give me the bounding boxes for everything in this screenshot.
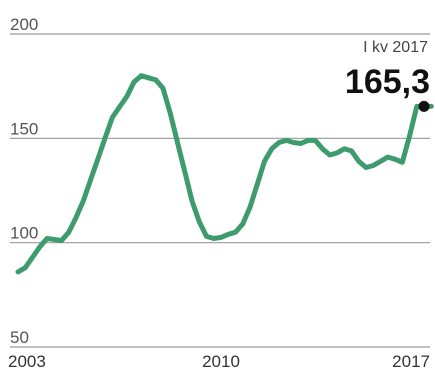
y-tick-label: 150 [10,119,38,138]
y-tick-label: 100 [10,224,38,243]
x-tick-label: 2010 [202,352,240,371]
series-layer [15,73,434,275]
annotation: I kv 2017 165,3 [345,39,430,112]
grid [10,33,430,348]
x-tick-label: 2017 [392,352,430,371]
last-value-point [418,100,430,112]
x-axis-ticks: 2003 2010 2017 [8,352,430,371]
annotation-value: 165,3 [345,63,430,101]
x-tick-label: 2003 [8,352,46,371]
series-line-0 [15,73,434,275]
y-tick-label: 50 [10,328,29,347]
y-tick-label: 200 [10,15,38,34]
y-axis-ticks: 50 100 150 200 [10,15,38,347]
annotation-label: I kv 2017 [363,39,428,56]
